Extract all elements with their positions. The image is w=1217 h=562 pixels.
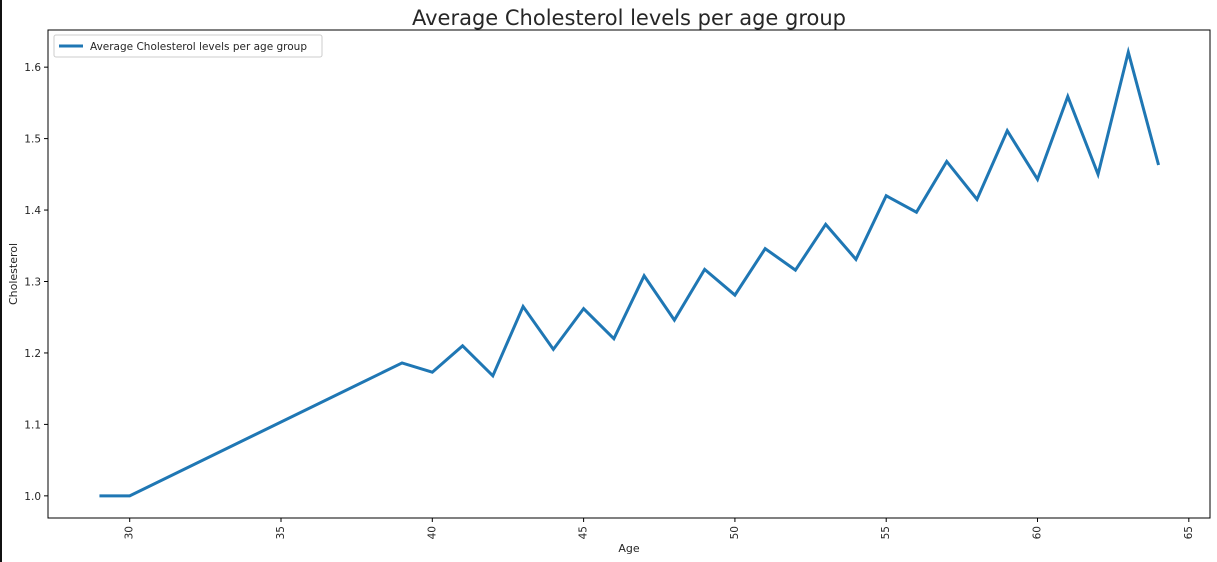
x-tick-label: 30 bbox=[124, 526, 136, 539]
chart-title: Average Cholesterol levels per age group bbox=[412, 6, 846, 30]
y-tick-label: 1.0 bbox=[24, 491, 41, 503]
y-tick-label: 1.4 bbox=[24, 205, 41, 217]
y-tick-label: 1.2 bbox=[24, 348, 41, 360]
x-tick-label: 60 bbox=[1032, 526, 1044, 539]
plot-frame bbox=[47, 29, 1211, 519]
legend: Average Cholesterol levels per age group bbox=[53, 34, 323, 58]
y-axis: 1.0 1.1 1.2 1.3 1.4 1.5 1.6 bbox=[24, 62, 48, 503]
x-axis: 30 35 40 45 50 55 60 65 bbox=[124, 518, 1195, 539]
y-tick-label: 1.5 bbox=[24, 134, 41, 146]
series-line bbox=[99, 46, 1161, 498]
y-axis-label: Cholesterol bbox=[7, 243, 20, 305]
x-tick-label: 35 bbox=[275, 526, 287, 539]
legend-label: Average Cholesterol levels per age group bbox=[90, 41, 307, 53]
y-tick-label: 1.3 bbox=[24, 277, 41, 289]
x-tick-label: 50 bbox=[729, 526, 741, 539]
legend-box bbox=[53, 34, 323, 58]
x-axis-label: Age bbox=[618, 542, 640, 555]
y-tick-label: 1.1 bbox=[24, 419, 41, 431]
x-tick-label: 40 bbox=[426, 526, 438, 539]
x-tick-label: 65 bbox=[1183, 526, 1195, 539]
x-tick-label: 55 bbox=[880, 526, 892, 539]
y-tick-label: 1.6 bbox=[24, 62, 41, 74]
x-tick-label: 45 bbox=[578, 526, 590, 539]
series-layer bbox=[99, 46, 1161, 498]
window-edge bbox=[0, 0, 2, 562]
